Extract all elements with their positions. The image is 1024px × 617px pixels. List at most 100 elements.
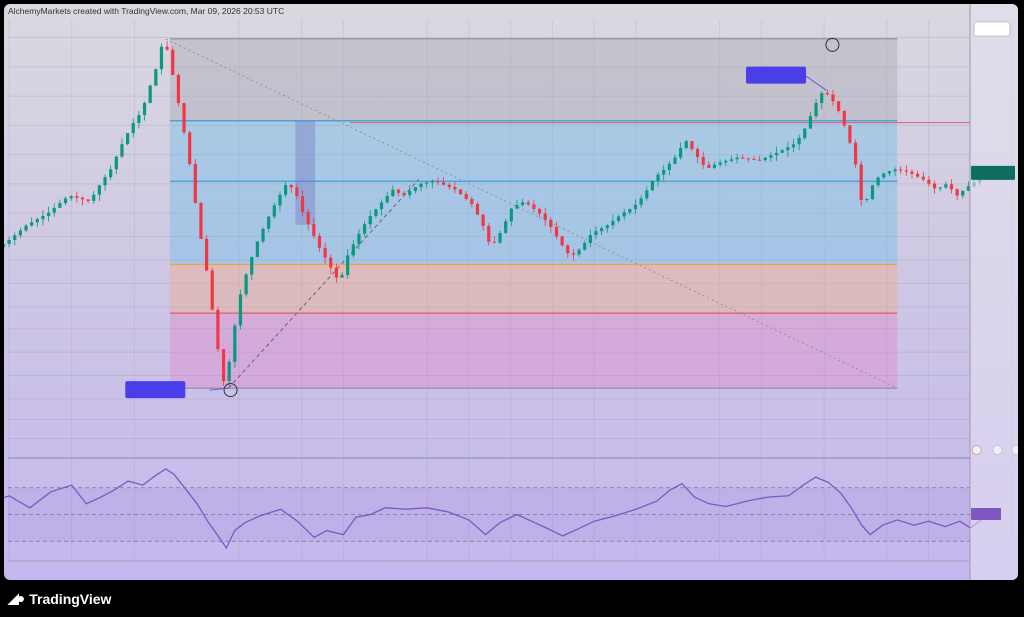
fib-zone bbox=[169, 181, 898, 265]
rsi-value-tag bbox=[971, 508, 1001, 521]
candle-body bbox=[35, 219, 39, 223]
candle-body bbox=[588, 235, 592, 243]
candle-body bbox=[769, 155, 773, 158]
candle-body bbox=[159, 46, 164, 70]
candle-body bbox=[317, 235, 322, 248]
candle-body bbox=[250, 257, 254, 275]
candle-body bbox=[571, 253, 576, 255]
candle-body bbox=[233, 325, 237, 362]
candle-body bbox=[24, 225, 28, 231]
candle-body bbox=[899, 169, 903, 171]
candle-body bbox=[616, 216, 621, 221]
candle-body bbox=[425, 182, 429, 184]
candle-body bbox=[114, 156, 118, 170]
candle-body bbox=[515, 204, 519, 209]
candle-body bbox=[938, 187, 942, 189]
candle-body bbox=[453, 187, 457, 190]
candle-body bbox=[566, 245, 570, 254]
candle-body bbox=[695, 149, 700, 157]
candle-body bbox=[701, 156, 705, 165]
tradingview-footer: ◢● TradingView bbox=[8, 590, 111, 607]
candle-body bbox=[961, 190, 965, 196]
candle-body bbox=[267, 216, 271, 229]
candle-body bbox=[312, 224, 316, 236]
candle-body bbox=[707, 164, 711, 168]
wave-label-circle bbox=[825, 37, 840, 52]
candle-body bbox=[80, 197, 85, 200]
candle-body bbox=[673, 157, 677, 164]
candle-body bbox=[216, 309, 220, 350]
candle-body bbox=[870, 185, 875, 200]
candle-body bbox=[357, 233, 361, 245]
candle-body bbox=[182, 103, 186, 133]
candle-body bbox=[295, 187, 299, 197]
candle-body bbox=[351, 244, 355, 256]
candle-body bbox=[63, 198, 68, 204]
wave-dash-line bbox=[228, 179, 420, 389]
candle-body bbox=[887, 171, 892, 174]
rsi-band-fill bbox=[8, 487, 970, 542]
candle-body bbox=[75, 196, 79, 198]
candle-body bbox=[188, 132, 192, 164]
candle-body bbox=[865, 199, 869, 201]
candle-body bbox=[284, 184, 288, 195]
candle-body bbox=[47, 212, 51, 216]
candle-body bbox=[667, 163, 671, 170]
chart-svg[interactable] bbox=[4, 4, 1018, 580]
candle-body bbox=[7, 239, 11, 244]
candle-body bbox=[910, 171, 914, 174]
candle-body bbox=[735, 157, 739, 160]
tv-logo-icon: ◢● bbox=[8, 590, 25, 606]
candle-body bbox=[741, 157, 745, 159]
candle-body bbox=[921, 176, 925, 180]
candle-body bbox=[193, 163, 197, 203]
candle-body bbox=[210, 270, 214, 310]
candle-body bbox=[148, 85, 152, 103]
candle-body bbox=[176, 75, 180, 104]
candle-body bbox=[842, 111, 846, 126]
candle-body bbox=[244, 274, 248, 295]
candle-body bbox=[848, 125, 852, 143]
candle-body bbox=[430, 181, 434, 183]
candle-body bbox=[408, 191, 412, 195]
price-axis-bg bbox=[970, 4, 1018, 580]
candle-body bbox=[86, 199, 90, 201]
candle-body bbox=[442, 182, 446, 185]
candle-body bbox=[583, 242, 587, 250]
candle-body bbox=[622, 212, 626, 217]
candle-body bbox=[346, 255, 350, 275]
candle-body bbox=[18, 230, 22, 236]
candle-body bbox=[803, 128, 807, 138]
chart-panel[interactable]: AlchemyMarkets created with TradingView.… bbox=[4, 4, 1018, 580]
candle-body bbox=[334, 267, 338, 278]
candle-body bbox=[323, 247, 327, 258]
candle-body bbox=[820, 93, 824, 104]
candle-body bbox=[363, 224, 367, 234]
candle-body bbox=[537, 208, 542, 214]
candle-body bbox=[142, 102, 147, 116]
candle-body bbox=[165, 46, 169, 50]
candle-body bbox=[927, 179, 931, 184]
candle-body bbox=[329, 257, 333, 268]
candle-body bbox=[464, 194, 468, 200]
candle-body bbox=[904, 170, 908, 172]
candle-body bbox=[893, 169, 897, 172]
candle-body bbox=[447, 184, 451, 188]
candle-body bbox=[955, 189, 959, 196]
candle-body bbox=[289, 184, 293, 188]
footer-brand: TradingView bbox=[29, 590, 112, 607]
candle-body bbox=[227, 361, 231, 382]
chart-caption: AlchemyMarkets created with TradingView.… bbox=[8, 6, 285, 16]
candle-body bbox=[58, 203, 62, 208]
candle-body bbox=[554, 226, 559, 237]
candle-body bbox=[306, 211, 310, 225]
candle-body bbox=[752, 159, 756, 161]
candle-body bbox=[645, 190, 649, 199]
candle-body bbox=[498, 233, 502, 243]
candle-body bbox=[774, 152, 779, 156]
currency-box bbox=[973, 21, 1011, 37]
candle-body bbox=[837, 101, 841, 112]
fib-diagonal-line bbox=[165, 38, 898, 389]
candle-body bbox=[238, 294, 243, 326]
